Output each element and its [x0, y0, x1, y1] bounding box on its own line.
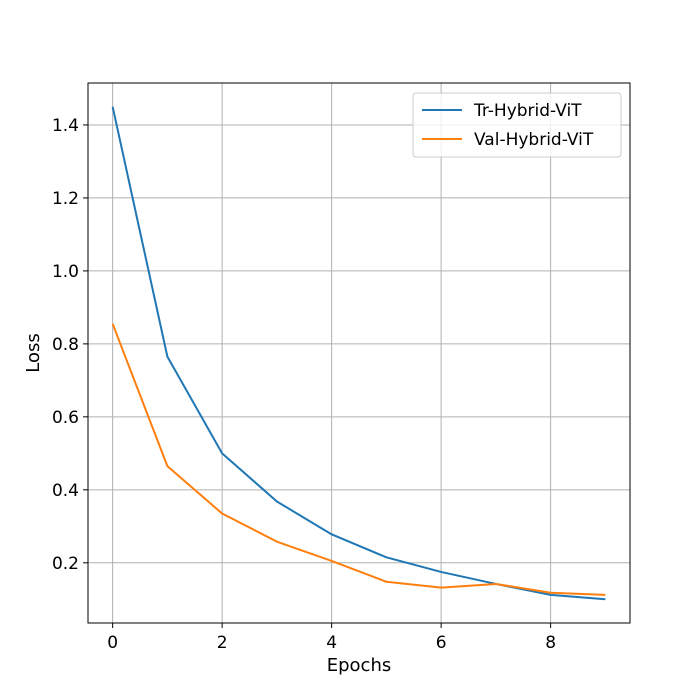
series-lines: [111, 106, 606, 601]
legend-label-tr-hybrid-vit: Tr-Hybrid-ViT: [473, 101, 582, 121]
y-axis-label: Loss: [23, 333, 44, 372]
series-line-tr-hybrid-vit: [111, 106, 606, 601]
x-tick-label: 8: [545, 633, 556, 653]
x-tick-label: 2: [217, 633, 228, 653]
plot-frame: [87, 82, 631, 624]
legend-box: [412, 92, 622, 158]
series-line-val-hybrid-vit: [111, 323, 606, 596]
legend: Tr-Hybrid-ViT Val-Hybrid-ViT: [412, 92, 622, 158]
y-tick-label: 0.8: [52, 335, 79, 355]
axis-ticks: 0 2 4 6 8 0.2 0.4 0.6 0.8 1.0 1.2 1.4: [52, 116, 556, 653]
y-tick-label: 0.4: [52, 481, 79, 501]
y-tick-label: 0.2: [52, 554, 79, 574]
x-axis-label: Epochs: [327, 655, 392, 676]
x-tick-label: 6: [436, 633, 447, 653]
x-tick-label: 4: [326, 633, 337, 653]
grid-lines: [88, 83, 630, 623]
legend-label-val-hybrid-vit: Val-Hybrid-ViT: [474, 130, 594, 150]
y-tick-label: 1.2: [52, 189, 79, 209]
y-tick-label: 1.0: [52, 262, 79, 282]
y-tick-label: 1.4: [52, 116, 79, 136]
y-tick-label: 0.6: [52, 408, 79, 428]
x-tick-label: 0: [107, 633, 118, 653]
